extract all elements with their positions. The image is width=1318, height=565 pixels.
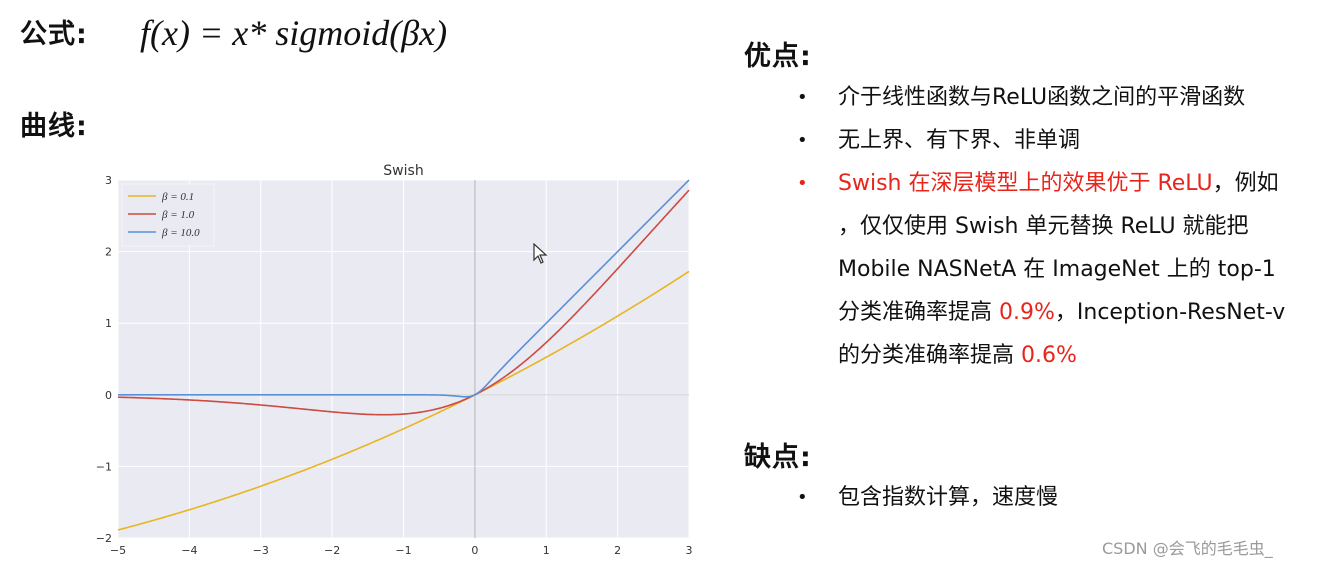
y-tick-label: 0 (105, 389, 112, 402)
x-tick-label: −1 (395, 544, 411, 557)
y-tick-label: −1 (96, 460, 112, 473)
y-tick-label: 2 (105, 246, 112, 259)
legend-label: β = 0.1 (161, 191, 194, 203)
swish-chart: Swish −5 −4 −3 −2 −1 0 1 2 3 −2 −1 0 1 2 3 β = 0.1 β = 1.… (96, 163, 693, 557)
x-tick-label: 0 (471, 544, 478, 557)
x-tick-label: −5 (110, 544, 126, 557)
formula: f(x) = x* sigmoid(βx) (140, 13, 448, 53)
y-tick-label: −2 (96, 532, 112, 545)
x-tick-label: −4 (181, 544, 197, 557)
list-item: • 包含指数计算，速度慢 (797, 476, 1058, 519)
list-item: • Swish 在深层模型上的效果优于 ReLU，例如 ，仅仅使用 Swish 单… (797, 162, 1285, 377)
series-line (117, 189, 690, 416)
pros-list: • 介于线性函数与ReLU函数之间的平滑函数 • 无上界、有下界、非单调 • Swis… (797, 76, 1285, 377)
curve-heading: 曲线: (20, 111, 88, 142)
x-tick-label: 1 (543, 544, 550, 557)
x-tick-label: 2 (614, 544, 621, 557)
list-item: • 介于线性函数与ReLU函数之间的平滑函数 (797, 76, 1285, 119)
mouse-pointer-icon (533, 243, 548, 264)
x-tick-label: −3 (253, 544, 269, 557)
x-tick-label: −2 (324, 544, 340, 557)
y-tick-label: 3 (105, 174, 112, 187)
y-tick-label: 1 (105, 317, 112, 330)
list-item: • 无上界、有下界、非单调 (797, 119, 1285, 162)
bullet-icon: • (797, 130, 808, 151)
bullet-icon: • (797, 87, 808, 108)
watermark: CSDN @会飞的毛毛虫_ (1102, 539, 1273, 558)
cons-list: • 包含指数计算，速度慢 (797, 476, 1058, 519)
legend (121, 183, 215, 247)
bullet-icon: • (797, 173, 808, 194)
cons-heading: 缺点: (744, 442, 812, 473)
series-line (118, 179, 690, 398)
legend-label: β = 1.0 (161, 209, 195, 221)
x-tick-label: 3 (686, 544, 693, 557)
formula-heading: 公式: (20, 19, 88, 50)
chart-title: Swish (383, 163, 423, 179)
series-line (117, 270, 690, 531)
bullet-icon: • (797, 487, 808, 508)
pros-heading: 优点: (744, 41, 812, 72)
legend-label: β = 10.0 (161, 227, 200, 239)
